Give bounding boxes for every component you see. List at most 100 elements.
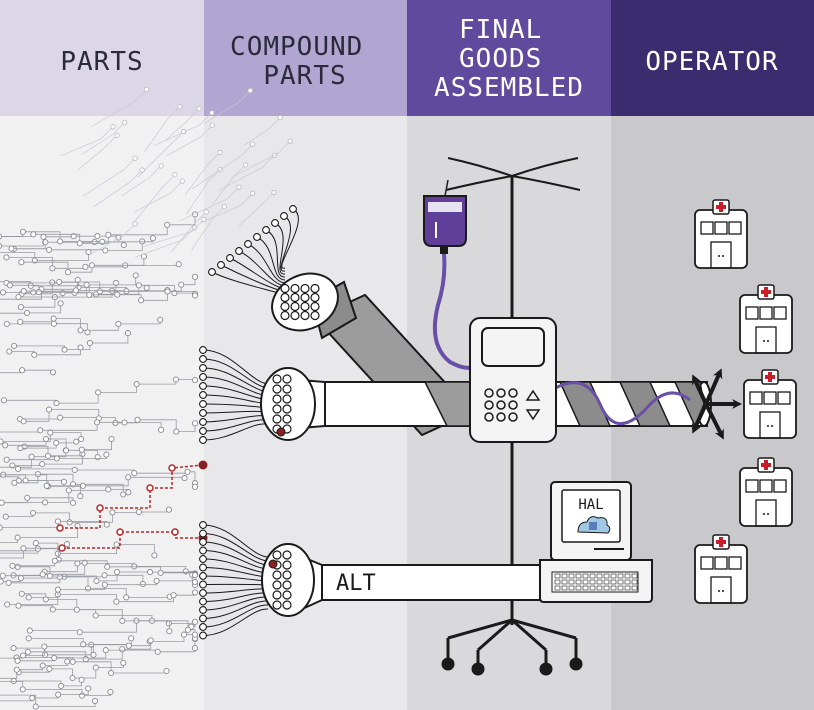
wire-terminal — [199, 418, 207, 426]
part-node — [138, 297, 145, 304]
part-node — [28, 453, 35, 460]
part-node — [85, 248, 92, 256]
part-node — [19, 367, 26, 374]
part-node — [105, 486, 112, 493]
wire-terminal — [199, 436, 207, 444]
circuit-trace — [9, 275, 137, 293]
part-node — [29, 694, 36, 702]
part-node — [35, 289, 42, 296]
part-node — [77, 327, 84, 334]
part-node — [64, 269, 72, 276]
wire-terminal — [199, 572, 207, 580]
part-node — [18, 259, 25, 266]
part-node-faint — [236, 184, 242, 190]
wire-terminal — [199, 546, 207, 555]
column-headers — [0, 0, 814, 116]
part-node — [57, 238, 64, 245]
part-node-faint — [247, 88, 253, 94]
part-node — [180, 631, 188, 638]
part-node — [49, 369, 57, 376]
part-node — [54, 550, 61, 557]
part-node — [15, 293, 22, 301]
hospital-icon — [694, 534, 748, 604]
wire-terminal — [199, 427, 207, 435]
part-node — [18, 590, 25, 597]
part-node — [77, 344, 84, 351]
wire — [202, 604, 269, 628]
connector-pin — [272, 570, 282, 580]
circuit-trace-faint — [154, 112, 213, 146]
part-node — [22, 477, 29, 484]
wire — [202, 600, 269, 619]
part-node — [37, 427, 44, 434]
keyboard-key — [568, 573, 575, 579]
keyboard-keys — [554, 573, 638, 591]
part-node — [94, 233, 101, 240]
part-node — [76, 629, 83, 636]
highlight-nodes — [56, 464, 179, 552]
part-node — [120, 242, 127, 249]
part-node — [19, 228, 26, 235]
part-node — [92, 612, 99, 619]
circuit-trace-faint — [144, 106, 181, 152]
part-node — [134, 416, 141, 423]
part-node — [125, 474, 132, 481]
part-node — [71, 466, 78, 474]
part-node — [58, 682, 65, 689]
part-node — [50, 315, 57, 322]
wire-terminal — [199, 631, 207, 640]
wire-terminal — [208, 268, 216, 276]
circuit-trace-faint — [89, 223, 136, 255]
part-node — [11, 479, 18, 486]
infusion-pump-icon — [469, 317, 557, 443]
part-node-faint — [110, 124, 116, 130]
wire — [274, 222, 286, 275]
keyboard-key — [603, 573, 610, 579]
connector-pin — [272, 580, 282, 590]
circuit-trace-faint — [134, 180, 183, 213]
keyboard-key — [582, 573, 589, 579]
part-node — [50, 320, 57, 327]
part-node — [173, 428, 180, 435]
part-node — [121, 419, 128, 426]
part-node — [191, 273, 199, 280]
part-node — [0, 233, 3, 240]
part-node — [10, 645, 17, 652]
keyboard-key — [568, 585, 575, 591]
connector-pin — [282, 374, 292, 384]
connector-pin-highlight — [276, 427, 286, 437]
part-node — [86, 291, 93, 298]
connector-pin — [272, 384, 282, 394]
circuit-trace — [0, 449, 99, 468]
highlight-node — [168, 464, 176, 472]
part-node — [66, 519, 73, 526]
part-node — [34, 545, 41, 552]
part-node-faint — [143, 87, 150, 93]
part-node — [63, 447, 70, 454]
part-node — [77, 493, 84, 500]
part-node — [128, 635, 135, 642]
wire-terminal — [199, 355, 207, 363]
part-node — [30, 289, 37, 296]
circuit-trace — [24, 439, 112, 457]
part-node — [49, 279, 56, 286]
wire — [247, 243, 286, 284]
part-node — [147, 637, 154, 644]
connector-pin — [280, 301, 290, 312]
circuit-trace — [27, 640, 152, 660]
part-node — [0, 572, 6, 579]
part-node — [164, 221, 171, 228]
circuit-trace-faint — [179, 186, 240, 222]
part-node — [3, 320, 10, 327]
keyboard-key — [561, 579, 568, 585]
part-node — [41, 651, 49, 658]
part-node — [59, 289, 66, 297]
part-node-faint — [250, 141, 256, 147]
part-node — [82, 263, 89, 270]
circuit-trace-faint — [142, 219, 205, 248]
part-node — [151, 552, 158, 559]
connector-pin — [282, 404, 292, 414]
connector-pin — [272, 394, 282, 404]
wire — [256, 236, 286, 281]
circuit-trace-faint — [186, 169, 221, 215]
